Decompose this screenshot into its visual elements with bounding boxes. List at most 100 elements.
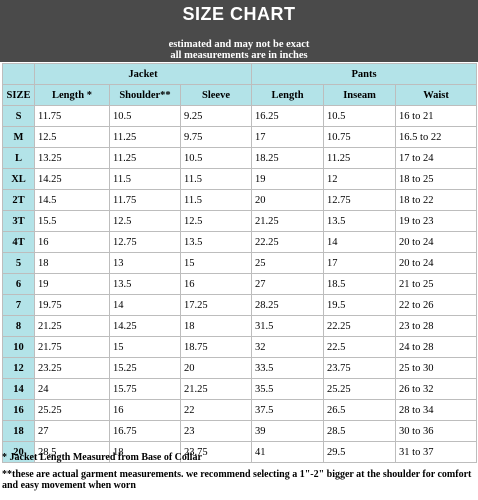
cell-waist: 26 to 32 — [395, 378, 478, 400]
chart-header: SIZE CHART estimated and may not be exac… — [0, 0, 478, 62]
cell-jacket-length: 19.75 — [34, 294, 110, 316]
cell-shoulder: 11.75 — [109, 189, 181, 211]
cell-pants-length: 31.5 — [251, 315, 325, 337]
cell-sleeve: 13.5 — [179, 231, 253, 253]
cell-sleeve: 9.25 — [179, 105, 253, 127]
cell-waist: 18 to 22 — [395, 189, 478, 211]
cell-pants-length: 20 — [251, 189, 325, 211]
size-table: Jacket Pants SIZE Length * Shoulder** Sl… — [2, 63, 478, 463]
table-row: M 12.5 11.25 9.75 17 10.75 16.5 to 22 — [2, 126, 478, 148]
cell-waist: 28 to 34 — [395, 399, 478, 421]
col-header-pants-length: Length — [251, 84, 325, 106]
table-row: 4T 16 12.75 13.5 22.25 14 20 to 24 — [2, 231, 478, 253]
cell-sleeve: 20 — [179, 357, 253, 379]
group-header-row: Jacket Pants — [2, 63, 478, 85]
table-row: L 13.25 11.25 10.5 18.25 11.25 17 to 24 — [2, 147, 478, 169]
cell-pants-length: 17 — [251, 126, 325, 148]
col-header-size: SIZE — [2, 84, 35, 106]
cell-pants-length: 33.5 — [251, 357, 325, 379]
cell-pants-length: 21.25 — [251, 210, 325, 232]
cell-size: 7 — [2, 294, 35, 316]
cell-inseam: 14 — [323, 231, 397, 253]
cell-pants-length: 16.25 — [251, 105, 325, 127]
cell-shoulder: 15.75 — [109, 378, 181, 400]
cell-shoulder: 15 — [109, 336, 181, 358]
pants-group-header: Pants — [251, 63, 478, 85]
cell-inseam: 18.5 — [323, 273, 397, 295]
cell-inseam: 11.25 — [323, 147, 397, 169]
cell-jacket-length: 15.5 — [34, 210, 110, 232]
cell-waist: 23 to 28 — [395, 315, 478, 337]
cell-waist: 16.5 to 22 — [395, 126, 478, 148]
table-row: 6 19 13.5 16 27 18.5 21 to 25 — [2, 273, 478, 295]
cell-jacket-length: 13.25 — [34, 147, 110, 169]
cell-size: M — [2, 126, 35, 148]
cell-jacket-length: 24 — [34, 378, 110, 400]
cell-size: 10 — [2, 336, 35, 358]
table-row: 3T 15.5 12.5 12.5 21.25 13.5 19 to 23 — [2, 210, 478, 232]
cell-inseam: 10.75 — [323, 126, 397, 148]
cell-pants-length: 18.25 — [251, 147, 325, 169]
cell-shoulder: 13.5 — [109, 273, 181, 295]
cell-inseam: 10.5 — [323, 105, 397, 127]
cell-inseam: 23.75 — [323, 357, 397, 379]
jacket-length-note: * Jacket Length Measured from Base of Co… — [2, 452, 202, 463]
cell-inseam: 17 — [323, 252, 397, 274]
cell-waist: 24 to 28 — [395, 336, 478, 358]
cell-inseam: 28.5 — [323, 420, 397, 442]
cell-pants-length: 28.25 — [251, 294, 325, 316]
cell-size: 5 — [2, 252, 35, 274]
cell-size: L — [2, 147, 35, 169]
cell-sleeve: 15 — [179, 252, 253, 274]
cell-waist: 20 to 24 — [395, 231, 478, 253]
cell-shoulder: 11.25 — [109, 147, 181, 169]
cell-waist: 16 to 21 — [395, 105, 478, 127]
cell-size: 6 — [2, 273, 35, 295]
cell-waist: 25 to 30 — [395, 357, 478, 379]
cell-waist: 30 to 36 — [395, 420, 478, 442]
table-row: 10 21.75 15 18.75 32 22.5 24 to 28 — [2, 336, 478, 358]
cell-shoulder: 11.5 — [109, 168, 181, 190]
cell-pants-length: 39 — [251, 420, 325, 442]
cell-jacket-length: 27 — [34, 420, 110, 442]
table-row: 8 21.25 14.25 18 31.5 22.25 23 to 28 — [2, 315, 478, 337]
cell-jacket-length: 25.25 — [34, 399, 110, 421]
cell-waist: 17 to 24 — [395, 147, 478, 169]
cell-size: 16 — [2, 399, 35, 421]
cell-jacket-length: 14.5 — [34, 189, 110, 211]
cell-size: 20 — [2, 441, 35, 463]
cell-jacket-length: 14.25 — [34, 168, 110, 190]
cell-pants-length: 22.25 — [251, 231, 325, 253]
cell-pants-length: 41 — [251, 441, 325, 463]
cell-sleeve: 23.75 — [179, 441, 253, 463]
table-row: XL 14.25 11.5 11.5 19 12 18 to 25 — [2, 168, 478, 190]
corner-cell — [2, 63, 35, 85]
cell-jacket-length: 21.75 — [34, 336, 110, 358]
jacket-group-header: Jacket — [33, 63, 253, 85]
cell-inseam: 25.25 — [323, 378, 397, 400]
cell-shoulder: 15.25 — [109, 357, 181, 379]
col-header-waist: Waist — [395, 84, 478, 106]
table-row: 16 25.25 16 22 37.5 26.5 28 to 34 — [2, 399, 478, 421]
cell-shoulder: 10.5 — [109, 105, 181, 127]
cell-pants-length: 25 — [251, 252, 325, 274]
cell-sleeve: 18 — [179, 315, 253, 337]
measurement-note: **these are actual garment measurements.… — [2, 469, 472, 491]
cell-size: 2T — [2, 189, 35, 211]
cell-jacket-length: 12.5 — [34, 126, 110, 148]
cell-jacket-length: 23.25 — [34, 357, 110, 379]
table-row: S 11.75 10.5 9.25 16.25 10.5 16 to 21 — [2, 105, 478, 127]
cell-shoulder: 14 — [109, 294, 181, 316]
cell-sleeve: 23 — [179, 420, 253, 442]
cell-pants-length: 37.5 — [251, 399, 325, 421]
cell-pants-length: 32 — [251, 336, 325, 358]
cell-shoulder: 11.25 — [109, 126, 181, 148]
col-header-sleeve: Sleeve — [179, 84, 253, 106]
col-header-inseam: Inseam — [323, 84, 397, 106]
cell-shoulder: 13 — [109, 252, 181, 274]
subtitle-line-1: estimated and may not be exact — [168, 39, 310, 50]
chart-subtitle: estimated and may not be exact all measu… — [0, 39, 478, 61]
table-row: 20 28.5 18 23.75 41 29.5 31 to 37 — [2, 441, 478, 463]
cell-waist: 20 to 24 — [395, 252, 478, 274]
